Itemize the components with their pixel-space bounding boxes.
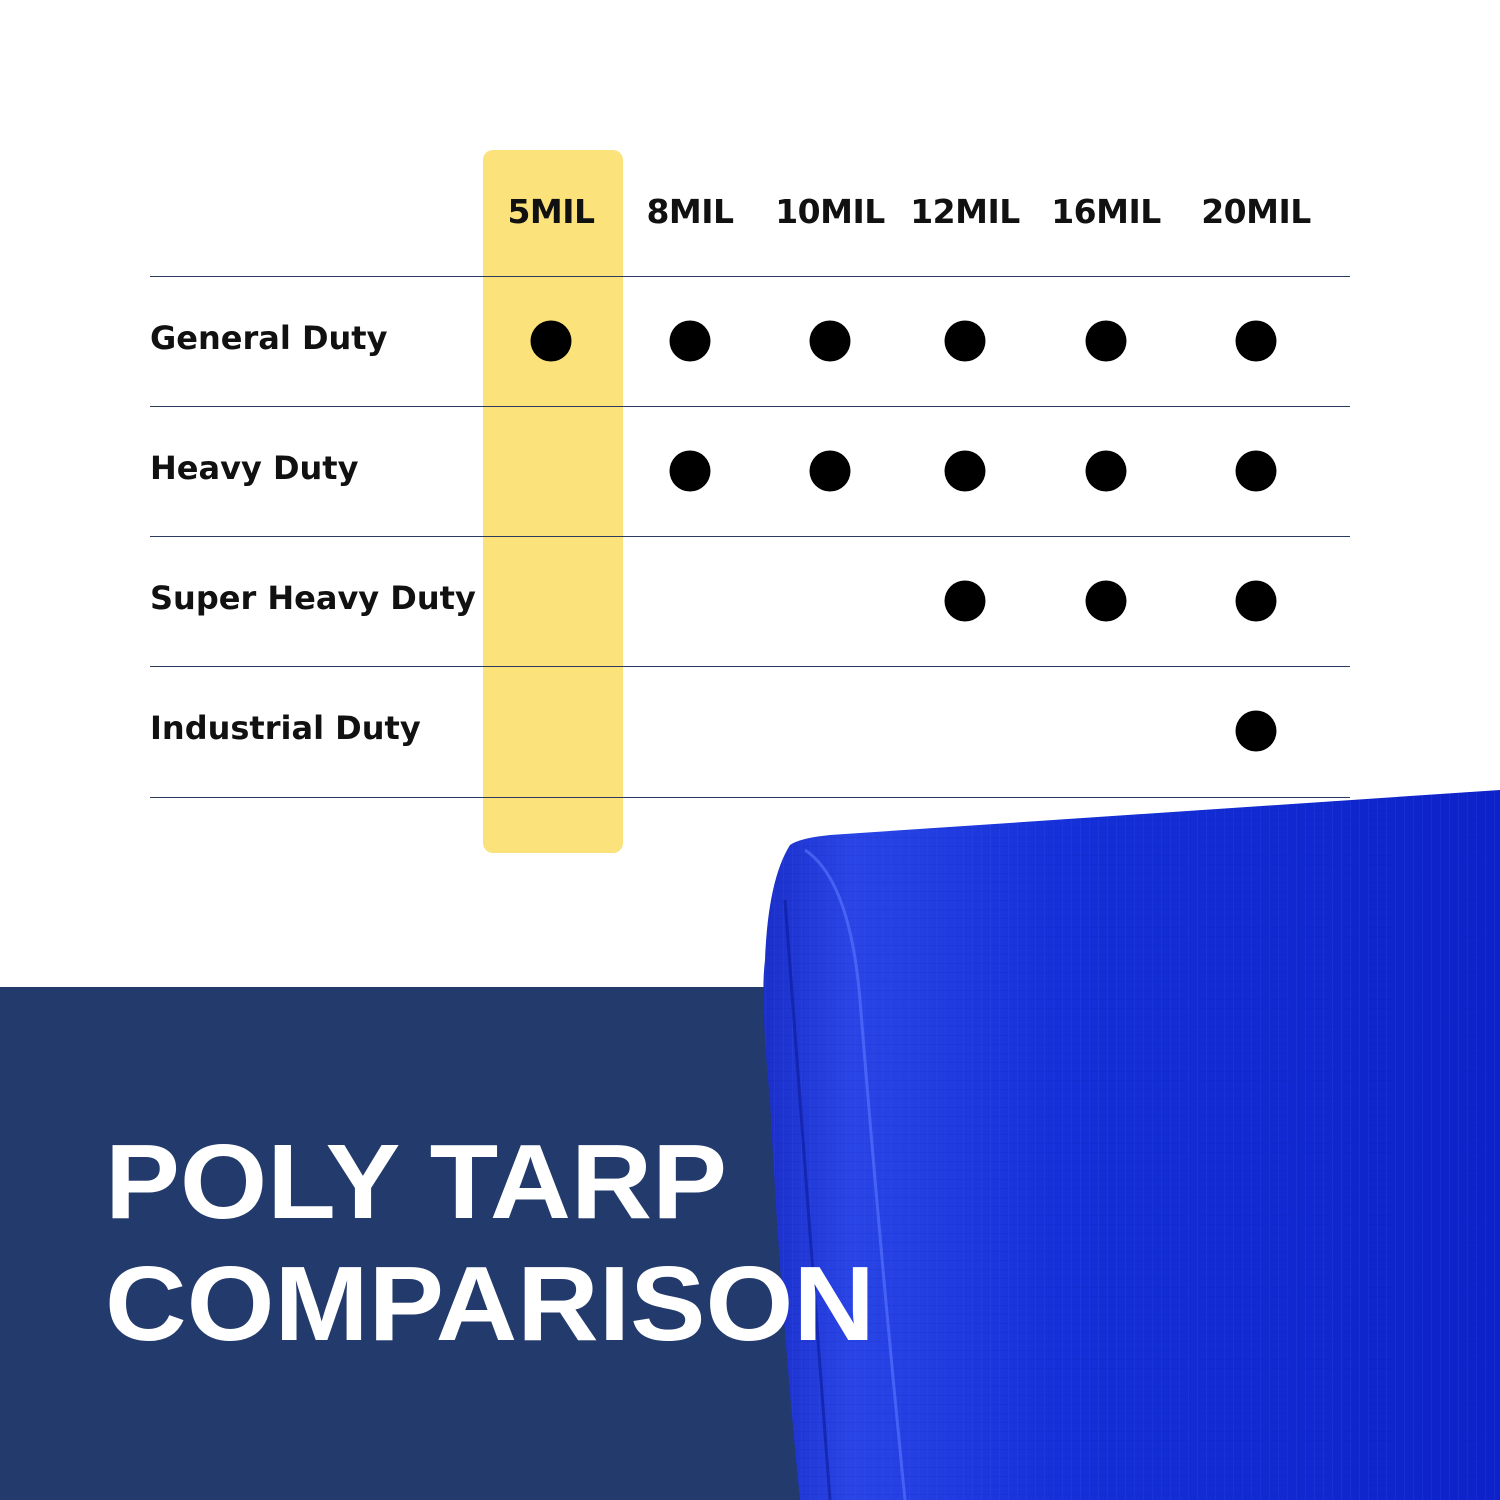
row-divider [150, 406, 1350, 407]
highlighted-column-5mil [483, 150, 623, 853]
availability-dot [944, 450, 986, 492]
title-line-2: COMPARISON [105, 1245, 875, 1363]
availability-dot [530, 320, 572, 362]
row-divider [150, 797, 1350, 798]
availability-dot [809, 450, 851, 492]
availability-dot [809, 320, 851, 362]
availability-dot [1235, 580, 1277, 622]
column-header-20mil: 20MIL [1201, 192, 1311, 231]
availability-dot [1235, 320, 1277, 362]
title-line-1: POLY TARP [105, 1123, 727, 1241]
availability-dot [1085, 580, 1127, 622]
availability-dot [1235, 710, 1277, 752]
row-divider [150, 666, 1350, 667]
column-header-8mil: 8MIL [646, 192, 734, 231]
availability-dot [944, 320, 986, 362]
availability-dot [669, 450, 711, 492]
availability-dot [1235, 450, 1277, 492]
column-header-10mil: 10MIL [775, 192, 885, 231]
availability-dot [944, 580, 986, 622]
row-divider [150, 276, 1350, 277]
row-label: General Duty [150, 319, 388, 357]
availability-dot [1085, 320, 1127, 362]
availability-dot [1085, 450, 1127, 492]
row-label: Industrial Duty [150, 709, 421, 747]
row-divider [150, 536, 1350, 537]
availability-dot [669, 320, 711, 362]
row-label: Super Heavy Duty [150, 579, 476, 617]
row-label: Heavy Duty [150, 449, 359, 487]
column-header-16mil: 16MIL [1051, 192, 1161, 231]
column-header-5mil: 5MIL [507, 192, 595, 231]
column-header-12mil: 12MIL [910, 192, 1020, 231]
